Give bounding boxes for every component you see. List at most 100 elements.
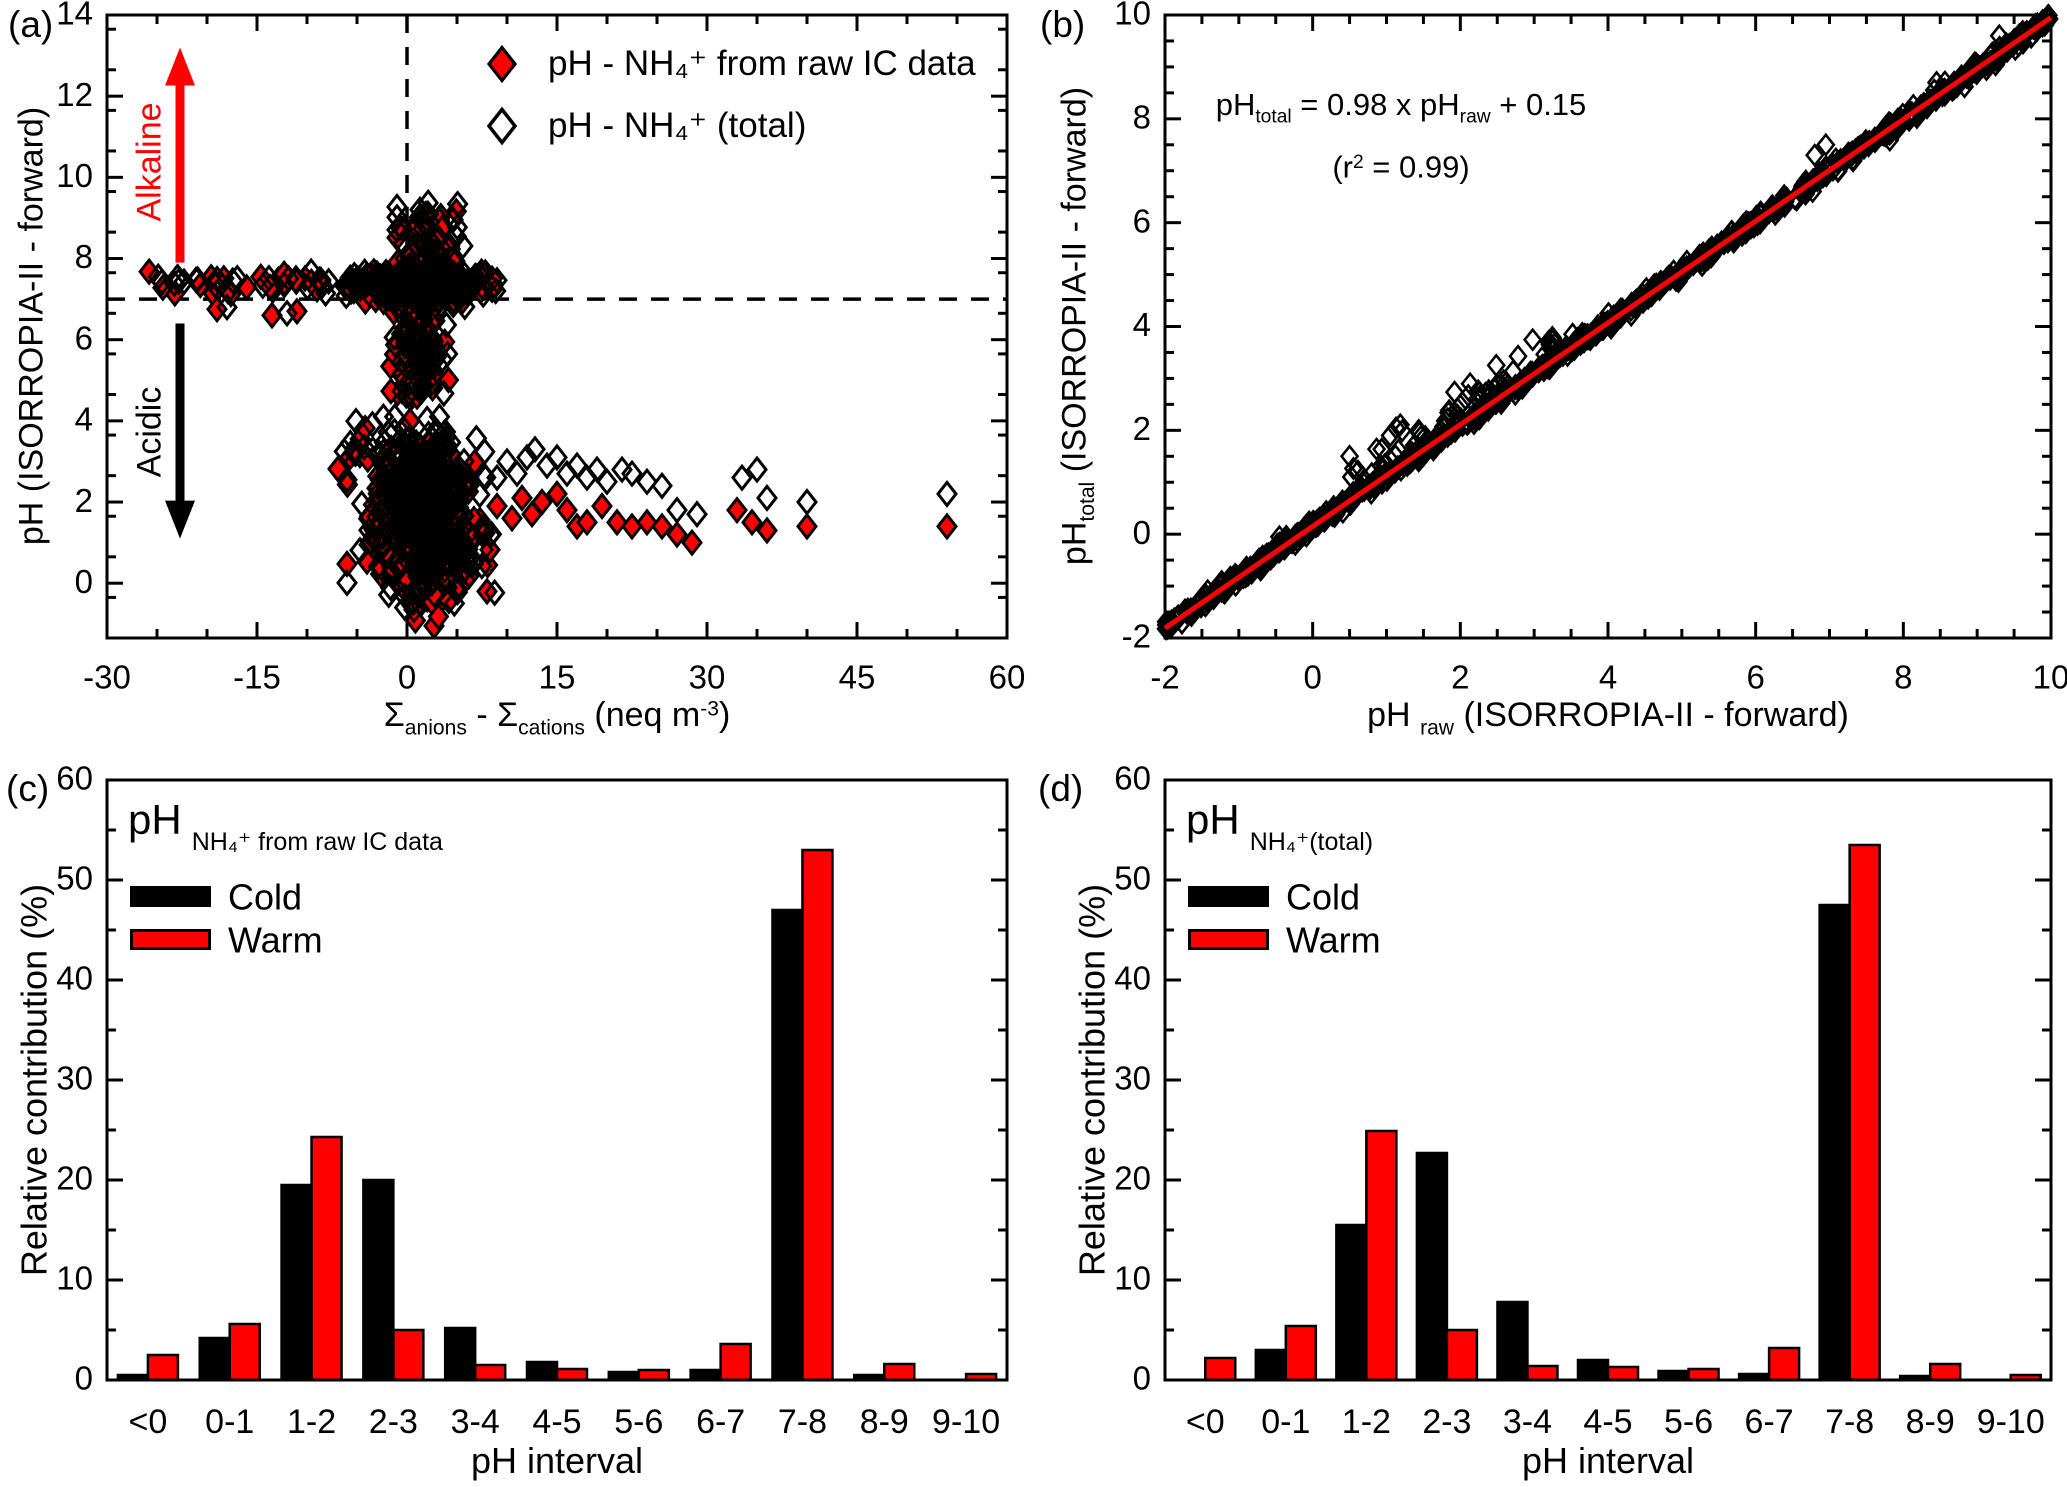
svg-text:10: 10 [1114, 0, 1151, 32]
ph-text: pH [1055, 521, 1094, 566]
svg-text:0: 0 [1133, 1360, 1151, 1397]
legend-cold-label: Cold [228, 876, 303, 918]
svg-text:45: 45 [839, 659, 876, 696]
anions-subscript: anions [404, 716, 467, 740]
panel-b-label: (b) [1040, 4, 1086, 45]
svg-text:8-9: 8-9 [1906, 1403, 1955, 1441]
svg-text:0-1: 0-1 [205, 1403, 254, 1441]
total-subscript: total [1076, 481, 1100, 522]
legend-item-total-label: pH - NH₄⁺ (total) [548, 105, 807, 145]
svg-text:-30: -30 [83, 659, 131, 696]
panel-c-label: (c) [6, 768, 50, 809]
svg-text:3-4: 3-4 [451, 1403, 500, 1441]
panel-b-x-axis-title: pH raw (ISORROPIA-II - forward) [1367, 696, 1849, 741]
panel-a-y-axis-title: pH (ISORROPIA-II - forward) [12, 106, 51, 546]
panel-a-x-axis-title: Σanions - Σcations (neq m-3) [384, 696, 731, 741]
svg-text:2: 2 [1451, 659, 1469, 696]
svg-text:0: 0 [75, 563, 93, 600]
svg-text:4: 4 [1133, 306, 1151, 343]
equation-intercept: + 0.15 [1490, 87, 1587, 122]
panel-b-y-axis-title: pHtotal (ISORROPIA-II - forward) [1056, 87, 1101, 565]
panel-d-y-axis-title: Relative contribution (%) [1071, 883, 1113, 1277]
legend-swatch-warm [1188, 929, 1269, 950]
sigma-symbol: Σ [383, 696, 405, 734]
svg-text:30: 30 [56, 1060, 93, 1097]
svg-text:30: 30 [689, 659, 726, 696]
svg-text:-2: -2 [1150, 659, 1179, 696]
svg-text:6-7: 6-7 [1745, 1403, 1794, 1441]
raw-subscript: raw [1420, 716, 1455, 740]
svg-text:7-8: 7-8 [778, 1403, 827, 1441]
ph-text: pH [128, 796, 182, 843]
svg-text:6: 6 [1746, 659, 1764, 696]
ph-text: pH [1367, 696, 1421, 734]
svg-text:20: 20 [56, 1160, 93, 1197]
svg-text:10: 10 [56, 157, 93, 194]
svg-text:4: 4 [75, 401, 93, 438]
svg-text:9-10: 9-10 [1977, 1403, 2045, 1441]
svg-text:9-10: 9-10 [932, 1403, 1000, 1441]
svg-text:8: 8 [75, 238, 93, 275]
total-subscript: total [1255, 106, 1292, 128]
panel-d-label: (d) [1038, 768, 1084, 809]
model-text: (ISORROPIA-II - forward) [1055, 86, 1094, 482]
r2-value: = 0.99) [1363, 149, 1470, 185]
acidic-annotation: Acidic [130, 386, 169, 478]
svg-text:15: 15 [539, 659, 576, 696]
svg-text:5-6: 5-6 [1664, 1403, 1713, 1441]
svg-text:10: 10 [56, 1260, 93, 1297]
legend-item-raw-label: pH - NH₄⁺ from raw IC data [548, 43, 976, 83]
svg-text:2: 2 [75, 482, 93, 519]
svg-text:60: 60 [989, 659, 1026, 696]
units-text: (neq m [584, 696, 701, 734]
panel-a-label: (a) [8, 4, 54, 45]
svg-text:-15: -15 [233, 659, 281, 696]
svg-text:0-1: 0-1 [1261, 1403, 1310, 1441]
svg-text:4: 4 [1599, 659, 1617, 696]
title-subscript: NH₄⁺(total) [1249, 828, 1374, 856]
legend-warm-label: Warm [228, 919, 323, 961]
squared-superscript: 2 [1352, 151, 1364, 173]
svg-text:6: 6 [75, 319, 93, 356]
svg-text:10: 10 [2033, 659, 2067, 696]
cations-subscript: cations [518, 716, 585, 740]
model-text: (ISORROPIA-II - forward) [1454, 696, 1849, 734]
panel-d-x-axis-title: pH interval [1521, 1440, 1695, 1481]
svg-text:50: 50 [1114, 860, 1151, 897]
panel-c-x-axis-title: pH interval [470, 1440, 644, 1481]
svg-text:10: 10 [1114, 1260, 1151, 1297]
svg-text:0: 0 [75, 1360, 93, 1397]
legend-swatch-warm [130, 929, 211, 950]
svg-text:<0: <0 [129, 1403, 168, 1441]
legend-cold-label: Cold [1286, 876, 1361, 918]
sigma-symbol: - Σ [466, 696, 519, 734]
svg-text:2-3: 2-3 [1422, 1403, 1471, 1441]
alkaline-annotation: Alkaline [130, 102, 169, 222]
svg-text:40: 40 [56, 960, 93, 997]
exponent: -3 [700, 697, 719, 721]
raw-subscript: raw [1459, 106, 1491, 128]
svg-text:7-8: 7-8 [1825, 1403, 1874, 1441]
svg-text:0: 0 [1303, 659, 1321, 696]
svg-text:2: 2 [1133, 410, 1151, 447]
units-text: ) [718, 696, 731, 734]
svg-text:60: 60 [1114, 760, 1151, 797]
regression-equation: pHtotal = 0.98 x pHraw + 0.15 (r2 = 0.99… [1216, 82, 1587, 189]
panel-c-title: pH NH₄⁺ from raw IC data [128, 796, 443, 856]
svg-text:4-5: 4-5 [1583, 1403, 1632, 1441]
svg-text:0: 0 [398, 659, 416, 696]
svg-text:50: 50 [56, 860, 93, 897]
svg-text:1-2: 1-2 [1342, 1403, 1391, 1441]
panel-c-y-axis-title: Relative contribution (%) [13, 883, 55, 1277]
svg-text:3-4: 3-4 [1503, 1403, 1552, 1441]
svg-text:40: 40 [1114, 960, 1151, 997]
legend-swatch-cold [130, 886, 211, 907]
equation-line-2: (r2 = 0.99) [1216, 140, 1587, 190]
svg-text:8: 8 [1894, 659, 1912, 696]
equation-body: = 0.98 x pH [1291, 87, 1460, 122]
svg-text:60: 60 [56, 760, 93, 797]
svg-text:8-9: 8-9 [860, 1403, 909, 1441]
svg-text:8: 8 [1133, 99, 1151, 136]
